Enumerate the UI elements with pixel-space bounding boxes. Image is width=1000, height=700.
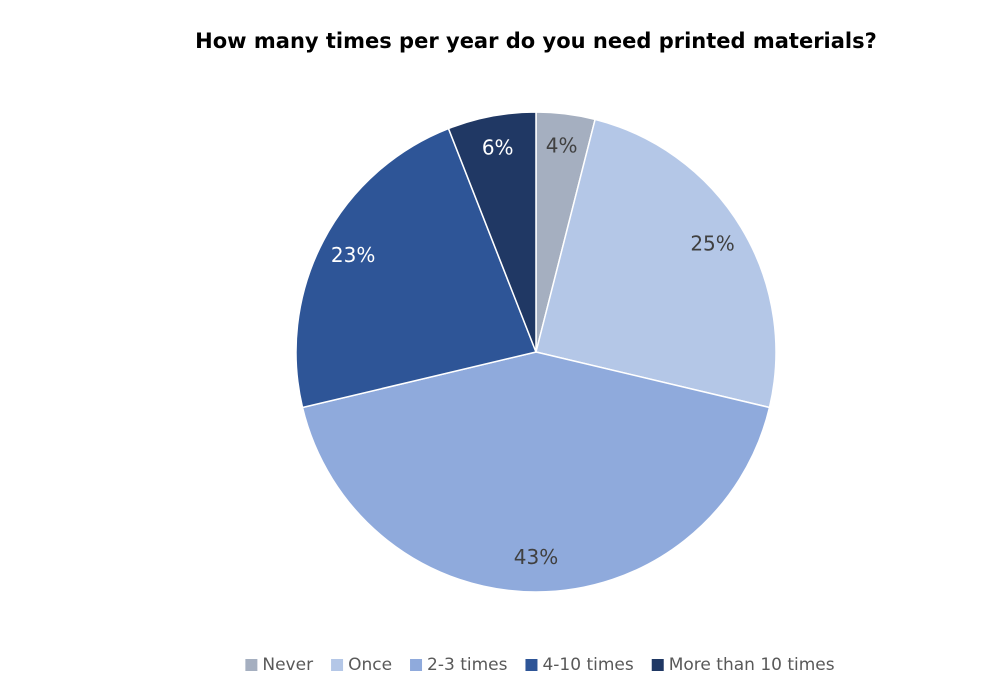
legend-swatch xyxy=(410,659,423,671)
legend: Never Once 2-3 times 4-10 times More than 10… xyxy=(245,655,835,675)
legend-swatch xyxy=(331,659,344,671)
legend-label: Once xyxy=(348,655,392,675)
legend-label: 2-3 times xyxy=(427,655,508,675)
data-label: 6% xyxy=(482,136,514,160)
pie-slice xyxy=(301,351,771,593)
legend-label: Never xyxy=(262,655,313,675)
chart-title: How many times per year do you need prin… xyxy=(195,29,877,53)
pie-slice xyxy=(447,111,537,353)
legend-label: More than 10 times xyxy=(669,655,835,675)
pie-slice xyxy=(295,127,538,409)
data-label: 25% xyxy=(690,232,734,256)
legend-swatch xyxy=(245,659,258,671)
data-label: 4% xyxy=(546,134,578,158)
data-label: 43% xyxy=(514,545,558,569)
pie-slice xyxy=(535,118,777,409)
legend-label: 4-10 times xyxy=(542,655,633,675)
data-label: 23% xyxy=(331,243,375,267)
legend-swatch xyxy=(525,659,538,671)
legend-swatch xyxy=(651,659,664,671)
